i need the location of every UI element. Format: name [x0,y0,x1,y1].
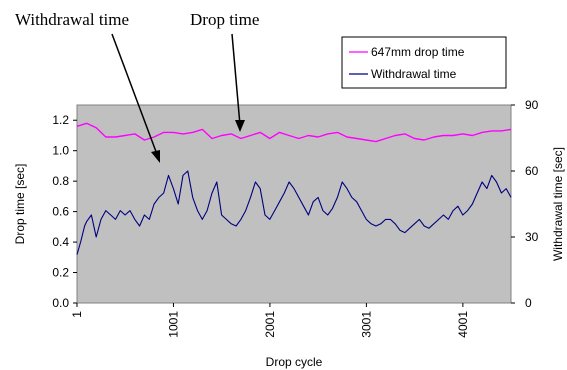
legend-label-withdrawal-time: Withdrawal time [371,67,457,81]
series-line-withdrawal-time [76,170,512,255]
series-layer [76,122,512,255]
x-tick-label: 2001 [263,311,277,338]
annotation-arrow-withdrawal-time [111,33,159,158]
annotation-arrow-drop-time [231,33,241,126]
legend-box [341,36,507,89]
y-left-tick-label: 0.2 [52,266,69,280]
axes-layer: 0.0 0.2 0.4 0.6 0.8 1.0 1.2 0 30 60 90 1 1001 2001 300… [52,98,538,338]
y-right-tick-label: 90 [525,98,539,112]
annotation-drop-time: Drop time [190,10,259,29]
y-axis-right-title: Withdrawal time [sec] [551,147,565,261]
y-left-tick-label: 0.6 [52,205,69,219]
plot-area [76,104,512,304]
y-right-tick-label: 60 [525,164,539,178]
x-tick-label: 1001 [167,311,181,338]
x-axis-title: Drop cycle [266,355,323,369]
series-line-drop-time [76,122,512,143]
legend-label-drop-time: 647mm drop time [371,45,465,59]
y-left-tick-label: 1.2 [52,113,69,127]
x-tick-label: 4001 [456,311,470,338]
y-left-tick-label: 0.4 [52,235,69,249]
y-left-tick-label: 0.8 [52,174,69,188]
y-left-tick-label: 0.0 [52,296,69,310]
annotation-arrowhead-withdrawal-time [151,150,160,163]
x-tick-label: 3001 [359,311,373,338]
y-right-tick-label: 30 [525,230,539,244]
annotation-withdrawal-time: Withdrawal time [15,10,129,29]
y-left-tick-label: 1.0 [52,144,69,158]
legend: 647mm drop time Withdrawal time [341,36,507,89]
annotation-arrowhead-drop-time [235,120,245,132]
y-right-tick-label: 0 [525,296,532,310]
x-tick-label: 1 [70,311,84,318]
y-axis-left-title: Drop time [sec] [13,164,27,245]
